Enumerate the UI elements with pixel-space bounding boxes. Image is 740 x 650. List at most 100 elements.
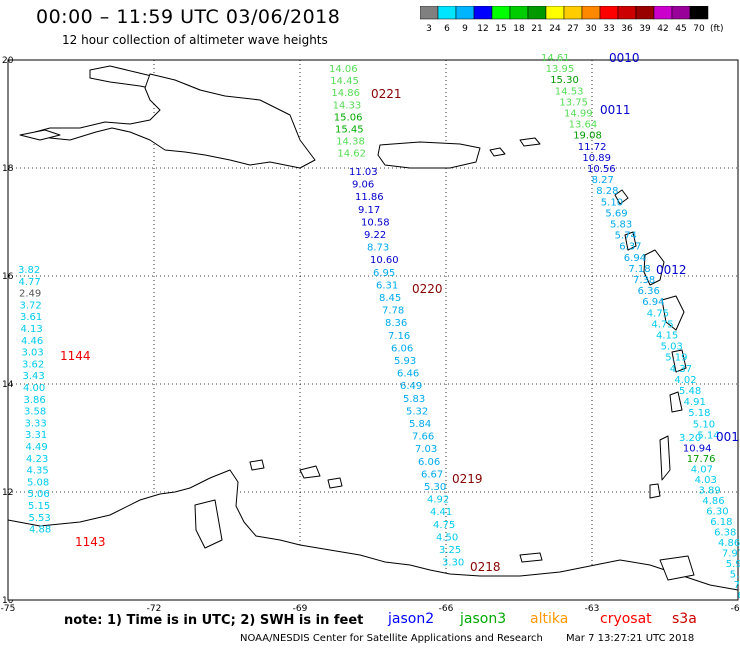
scale-label: 6 xyxy=(444,24,450,34)
jason3-swh-value: 6.49 xyxy=(400,381,422,392)
jason3-swh-value: 9.06 xyxy=(352,180,374,191)
jason3-swh-value: 3.25 xyxy=(439,545,461,556)
coastline-st-vincent xyxy=(669,391,683,413)
jason2-swh-value: 13.64 xyxy=(569,120,598,131)
jason2-swh-value: 6.18 xyxy=(710,517,732,528)
pass-label: 0011 xyxy=(600,103,631,117)
scale-label: 18 xyxy=(513,24,525,34)
jason3-swh-value: 4.50 xyxy=(436,532,458,543)
jason2-swh-value: 5.04 xyxy=(730,570,740,581)
cryosat-swh-value: 4.49 xyxy=(26,442,48,453)
cryosat-swh-value: 4.88 xyxy=(29,525,51,536)
scale-label: 39 xyxy=(639,24,651,34)
jason3-swh-value: 4.75 xyxy=(433,520,455,531)
pass-label: 0218 xyxy=(470,560,501,574)
jason2-swh-value: 4.91 xyxy=(684,397,706,408)
scale-label: 70 xyxy=(693,24,705,34)
cryosat-swh-value: 5.53 xyxy=(29,513,51,524)
jason3-swh-value: 9.17 xyxy=(358,205,380,216)
cryosat-swh-value: 3.61 xyxy=(20,312,42,323)
cryosat-swh-value: 3.86 xyxy=(24,395,46,406)
jason3-swh-value: 7.78 xyxy=(382,306,404,317)
legend-sat-s3a: s3a xyxy=(672,611,697,627)
cryosat-swh-value: 3.58 xyxy=(24,407,46,418)
jason3-swh-value: 3.30 xyxy=(442,558,464,569)
cryosat-swh-value: 4.35 xyxy=(27,466,49,477)
jason2-swh-value: 5.10 xyxy=(693,419,715,430)
jason2-swh-value: 6.30 xyxy=(706,507,728,518)
jason2-swh-value: 6.36 xyxy=(638,286,660,297)
jason2-swh-value: 7.97 xyxy=(722,549,740,560)
jason2-swh-value: 4.75 xyxy=(647,308,669,319)
footer: NOAA/NESDIS Center for Satellite Applica… xyxy=(240,633,694,644)
cryosat-swh-value: 5.08 xyxy=(27,477,49,488)
pass-label: 0013 xyxy=(716,430,740,444)
coastline-antigua xyxy=(614,189,629,205)
coastline-aruba xyxy=(249,459,265,471)
lon-label: -63 xyxy=(585,604,600,614)
jason3-swh-value: 6.06 xyxy=(391,343,413,354)
jason3-swh-value: 6.46 xyxy=(397,369,419,380)
scale-label: 27 xyxy=(567,24,578,34)
map-title: 00:00 – 11:59 UTC 03/06/2018 xyxy=(36,6,341,28)
jason2-swh-value: 10.94 xyxy=(683,444,712,455)
jason2-swh-value: 8.27 xyxy=(592,175,614,186)
jason2-swh-value: 6.37 xyxy=(619,242,641,253)
jason3-swh-value: 14.86 xyxy=(331,88,360,99)
jason2-swh-value: 11.72 xyxy=(578,142,607,153)
pass-label: 1144 xyxy=(60,349,91,363)
coastline-grenadines xyxy=(659,435,671,481)
jason2-swh-value: 5.03 xyxy=(661,342,683,353)
jason2-swh-value: 6.38 xyxy=(714,528,736,539)
scale-label: 33 xyxy=(603,24,614,34)
jason2-swh-value: 5.18 xyxy=(688,408,710,419)
jason2-swh-value: 17.76 xyxy=(687,454,716,465)
pass-label: 0221 xyxy=(371,87,402,101)
cryosat-swh-value: 3.72 xyxy=(20,300,42,311)
jason3-swh-value: 11.86 xyxy=(355,192,384,203)
cryosat-swh-value: 3.33 xyxy=(25,418,47,429)
cryosat-swh-value: 4.77 xyxy=(19,277,41,288)
jason3-swh-value: 10.60 xyxy=(370,255,399,266)
jason2-swh-value: 6.94 xyxy=(624,253,646,264)
jason2-swh-value: 3.20 xyxy=(679,433,701,444)
jason2-swh-value: 8.28 xyxy=(596,186,618,197)
jason2-swh-value: 7.5 xyxy=(734,580,740,591)
cryosat-swh-value: 4.46 xyxy=(21,336,43,347)
jason3-swh-value: 5.93 xyxy=(394,356,416,367)
jason2-swh-value: 14.99 xyxy=(564,109,593,120)
scale-label: 9 xyxy=(462,24,468,34)
jason3-swh-value: 15.06 xyxy=(334,112,363,123)
cryosat-swh-value: 3.82 xyxy=(18,265,40,276)
cryosat-swh-value: 4.23 xyxy=(26,454,48,465)
pass-label: 0012 xyxy=(656,263,687,277)
legend-sat-jason3: jason3 xyxy=(460,611,507,627)
legend-sat-altika: altika xyxy=(530,611,569,627)
jason2-swh-value: 19.08 xyxy=(573,131,602,142)
map-subtitle: 12 hour collection of altimeter wave hei… xyxy=(62,33,328,47)
lat-label: 20 xyxy=(2,56,14,66)
scale-unit: (ft) xyxy=(710,24,724,34)
cryosat-swh-value: 4.13 xyxy=(21,324,43,335)
jason2-swh-value: 7.38 xyxy=(633,275,655,286)
cryosat-swh-value: 5.15 xyxy=(28,501,50,512)
jason2-swh-value: 15.30 xyxy=(550,75,579,86)
coastline-puerto-rico xyxy=(377,141,481,169)
pass-label: 0219 xyxy=(452,472,483,486)
cryosat-swh-value: 4.00 xyxy=(23,383,45,394)
coastline-south-america xyxy=(7,469,739,601)
jason2-swh-value: 7.18 xyxy=(628,264,650,275)
jason2-swh-value: 5.19 xyxy=(665,353,687,364)
jason3-swh-value: 6.95 xyxy=(373,268,395,279)
cryosat-swh-value: 3.43 xyxy=(23,371,45,382)
cryosat-swh-value: 3.31 xyxy=(25,430,47,441)
coastline-st-lucia xyxy=(671,349,687,373)
jason2-swh-value: 5.83 xyxy=(610,220,632,231)
lon-label: -60 xyxy=(731,604,740,614)
jason3-swh-value: 4.92 xyxy=(427,495,449,506)
jason2-swh-value: 3.89 xyxy=(699,486,721,497)
jason2-swh-value: 4.02 xyxy=(674,375,696,386)
jason2-swh-value: 4.86 xyxy=(702,496,724,507)
coastline-grenada xyxy=(649,483,661,499)
